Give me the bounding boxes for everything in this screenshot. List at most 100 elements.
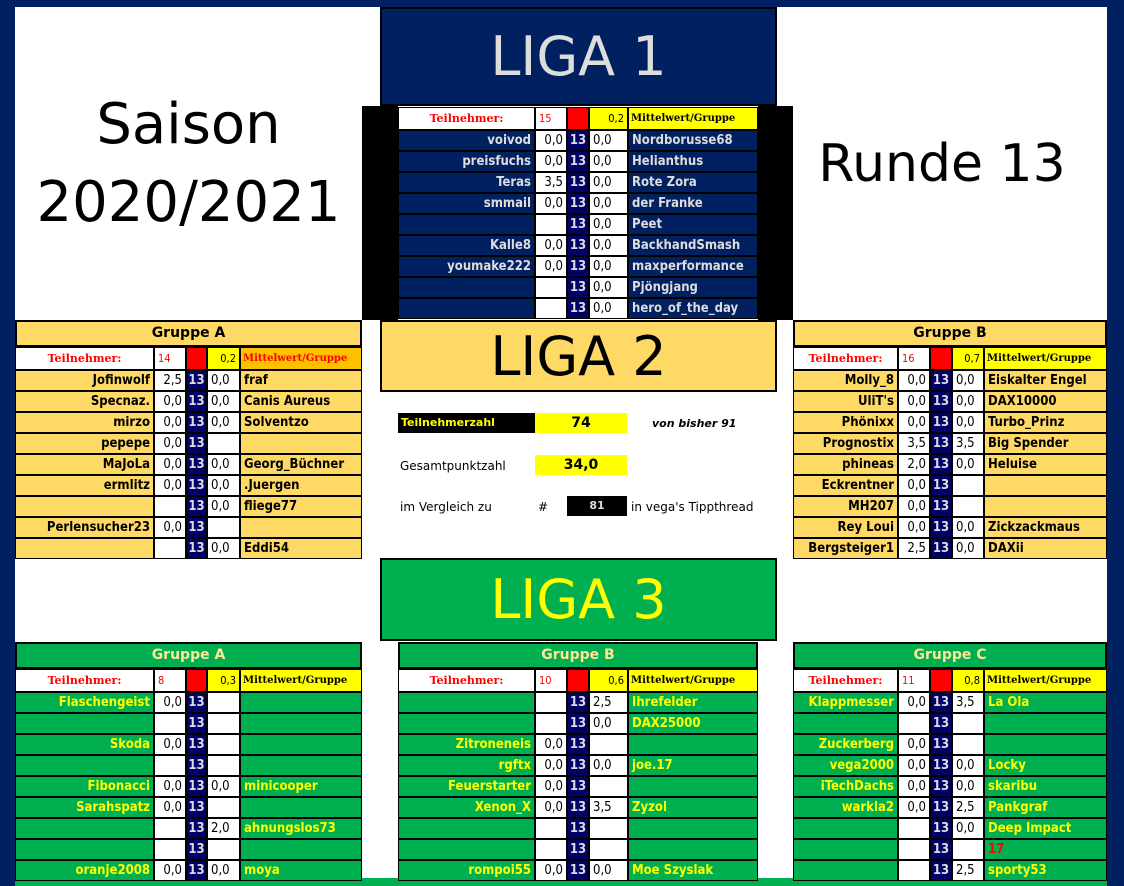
liga3a-home-points [154, 713, 186, 734]
liga2a-round: 13 [186, 475, 207, 496]
liga3c-home-player: vega2000 [793, 755, 898, 776]
participants-value: 74 [535, 413, 627, 433]
liga3b-red-marker [567, 669, 589, 692]
liga3c-home-player: Klappmesser [793, 692, 898, 713]
liga3b-away-player [628, 839, 758, 860]
liga2b-home-player: Prognostix [793, 433, 898, 454]
liga3a-away-points [207, 713, 240, 734]
liga1-header: LIGA 1 [380, 7, 777, 106]
liga3c-away-player: Deep Impact [984, 818, 1107, 839]
liga3a-home-points [154, 818, 186, 839]
liga2a-participants-label: Teilnehmer: [15, 347, 154, 370]
liga3c-round: 13 [930, 776, 952, 797]
season-panel: Saison 2020/2021 [15, 7, 362, 320]
liga1-round: 13 [567, 235, 589, 256]
liga2a-round: 13 [186, 496, 207, 517]
liga2a-away-player [240, 433, 362, 454]
liga2b-home-points: 0,0 [898, 517, 930, 538]
liga2b-round: 13 [930, 412, 952, 433]
liga2b-home-player: Bergsteiger1 [793, 538, 898, 559]
liga2a-away-player: Canis Aureus [240, 391, 362, 412]
compare-suffix: in vega's Tippthread [631, 500, 754, 514]
liga3c-away-player: Locky [984, 755, 1107, 776]
season-years: 2020/2021 [36, 169, 341, 235]
liga2a-round: 13 [186, 370, 207, 391]
liga2b-round: 13 [930, 517, 952, 538]
liga3c-home-points [898, 860, 930, 881]
liga3a-away-player [240, 755, 362, 776]
liga1-home-player [398, 277, 535, 298]
liga3c-round: 13 [930, 734, 952, 755]
liga3c-away-player: La Ola [984, 692, 1107, 713]
liga3c-home-points: 0,0 [898, 797, 930, 818]
liga3b-away-points [589, 839, 628, 860]
liga3c-home-points [898, 839, 930, 860]
liga3c-round: 13 [930, 755, 952, 776]
liga3b-away-player: Zyzol [628, 797, 758, 818]
liga2a-home-points: 2,5 [154, 370, 186, 391]
total-points-label: Gesamtpunktzahl [400, 459, 506, 473]
liga3c-home-player [793, 839, 898, 860]
liga3b-home-points [535, 692, 567, 713]
liga2b-away-player [984, 496, 1107, 517]
liga3b-away-player: joe.17 [628, 755, 758, 776]
liga2a-home-player [15, 496, 154, 517]
liga3c-home-player: warkla2 [793, 797, 898, 818]
liga2b-away-points: 0,0 [952, 391, 984, 412]
liga1-home-player: preisfuchs [398, 151, 535, 172]
liga2a-home-player: MaJoLa [15, 454, 154, 475]
liga3c-home-points [898, 713, 930, 734]
liga3a-away-points [207, 839, 240, 860]
liga3c-away-points: 0,0 [952, 755, 984, 776]
liga3a-home-points: 0,0 [154, 797, 186, 818]
left-edge [0, 0, 15, 886]
liga3a-home-player [15, 818, 154, 839]
liga2a-home-player: ermlitz [15, 475, 154, 496]
liga3a-home-points: 0,0 [154, 734, 186, 755]
liga1-home-points: 3,5 [535, 172, 567, 193]
round-label: Runde 13 [818, 133, 1066, 194]
liga3b-away-points: 3,5 [589, 797, 628, 818]
liga2b-home-points: 0,0 [898, 412, 930, 433]
liga3a-away-points: 0,0 [207, 776, 240, 797]
liga3b-away-points: 0,0 [589, 755, 628, 776]
liga1-away-points: 0,0 [589, 277, 628, 298]
liga2b-home-player: Eckrentner [793, 475, 898, 496]
liga3b-round: 13 [567, 734, 589, 755]
liga3b-home-player [398, 692, 535, 713]
compare-value: 81 [567, 496, 627, 516]
liga2b-away-points [952, 496, 984, 517]
liga3b-home-player: rompoi55 [398, 860, 535, 881]
liga2a-round: 13 [186, 391, 207, 412]
liga3b-away-player: Ihrefelder [628, 692, 758, 713]
liga3a-away-player: moya [240, 860, 362, 881]
liga3a-home-player: Skoda [15, 734, 154, 755]
liga2a-away-points: 0,0 [207, 496, 240, 517]
liga3c-title: Gruppe C [793, 642, 1107, 669]
liga1-side-right [758, 106, 793, 320]
liga1-away-player: maxperformance [628, 256, 758, 277]
liga2a-round: 13 [186, 454, 207, 475]
liga3b-round: 13 [567, 692, 589, 713]
liga3b-away-points: 0,0 [589, 860, 628, 881]
liga2b-title: Gruppe B [793, 320, 1107, 347]
liga3c-away-player: 17 [984, 839, 1107, 860]
liga3c-home-points: 0,0 [898, 734, 930, 755]
liga3b-round: 13 [567, 776, 589, 797]
liga3a-home-player: Sarahspatz [15, 797, 154, 818]
liga2b-away-player: DAX10000 [984, 391, 1107, 412]
liga1-side-left [362, 106, 398, 320]
liga1-away-player: der Franke [628, 193, 758, 214]
liga2a-average-label: Mittelwert/Gruppe [240, 347, 362, 370]
liga3a-round: 13 [186, 776, 207, 797]
liga1-away-player: hero_of_the_day [628, 298, 758, 319]
compare-label: im Vergleich zu [400, 500, 492, 514]
liga2a-home-player [15, 538, 154, 559]
liga1-home-points: 0,0 [535, 130, 567, 151]
liga3c-home-player [793, 818, 898, 839]
liga3c-away-points: 2,5 [952, 860, 984, 881]
liga2b-round: 13 [930, 496, 952, 517]
liga1-average: 0,2 [589, 107, 628, 130]
liga1-away-player: Nordborusse68 [628, 130, 758, 151]
liga2a-home-player: Jofinwolf [15, 370, 154, 391]
